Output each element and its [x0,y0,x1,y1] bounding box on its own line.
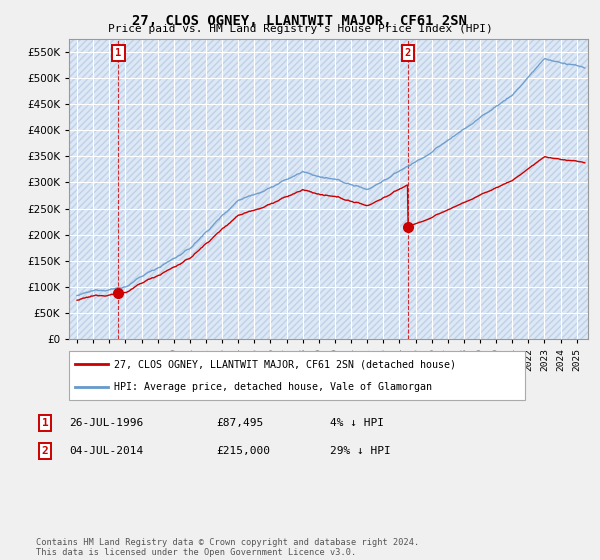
Text: 2: 2 [404,48,411,58]
Text: HPI: Average price, detached house, Vale of Glamorgan: HPI: Average price, detached house, Vale… [114,382,432,392]
Text: 1: 1 [115,48,122,58]
Text: 27, CLOS OGNEY, LLANTWIT MAJOR, CF61 2SN (detached house): 27, CLOS OGNEY, LLANTWIT MAJOR, CF61 2SN… [114,360,456,370]
Text: £87,495: £87,495 [216,418,263,428]
Text: 1: 1 [41,418,49,428]
Text: 04-JUL-2014: 04-JUL-2014 [69,446,143,456]
Text: £215,000: £215,000 [216,446,270,456]
Text: 2: 2 [41,446,49,456]
Text: 27, CLOS OGNEY, LLANTWIT MAJOR, CF61 2SN: 27, CLOS OGNEY, LLANTWIT MAJOR, CF61 2SN [133,14,467,28]
Text: 4% ↓ HPI: 4% ↓ HPI [330,418,384,428]
Text: Contains HM Land Registry data © Crown copyright and database right 2024.
This d: Contains HM Land Registry data © Crown c… [36,538,419,557]
Text: 26-JUL-1996: 26-JUL-1996 [69,418,143,428]
Text: 29% ↓ HPI: 29% ↓ HPI [330,446,391,456]
Text: Price paid vs. HM Land Registry's House Price Index (HPI): Price paid vs. HM Land Registry's House … [107,24,493,34]
